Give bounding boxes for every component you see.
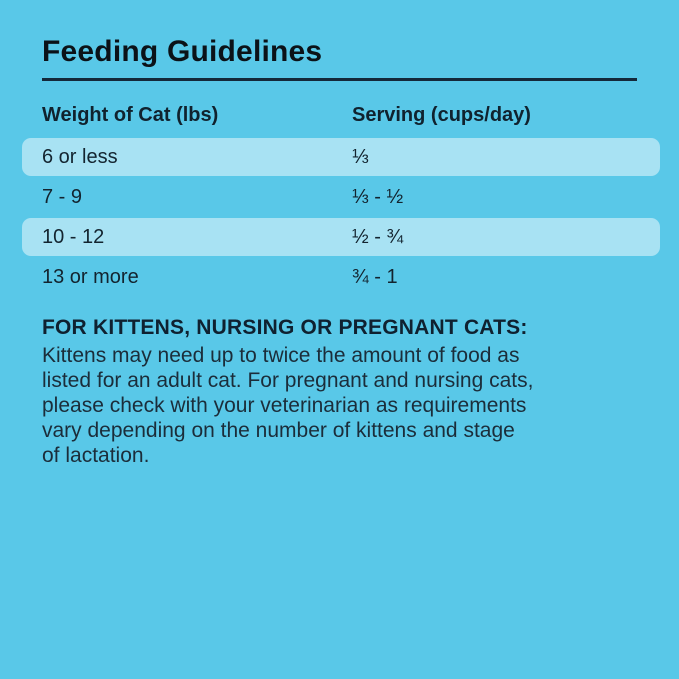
- column-header-weight: Weight of Cat (lbs): [42, 104, 219, 126]
- table-row: 7 - 9 ⅓ - ½: [22, 178, 660, 216]
- weight-cell: 7 - 9: [42, 185, 83, 208]
- table-row: 13 or more ¾ - 1: [22, 258, 660, 296]
- kittens-note: FOR KITTENS, NURSING OR PREGNANT CATS: K…: [42, 316, 637, 468]
- serving-cell: ⅓: [352, 145, 369, 168]
- weight-cell: 6 or less: [42, 145, 118, 168]
- table-row: 6 or less ⅓: [22, 138, 660, 176]
- weight-cell: 13 or more: [42, 265, 139, 288]
- serving-cell: ¾ - 1: [352, 265, 398, 288]
- serving-cell: ⅓ - ½: [352, 185, 404, 208]
- table-header-row: Weight of Cat (lbs) Serving (cups/day): [42, 104, 637, 127]
- kittens-note-heading: FOR KITTENS, NURSING OR PREGNANT CATS:: [42, 316, 528, 339]
- column-header-serving: Serving (cups/day): [352, 104, 531, 126]
- serving-cell: ½ - ¾: [352, 225, 404, 248]
- page-title: Feeding Guidelines: [42, 35, 323, 68]
- weight-cell: 10 - 12: [42, 225, 105, 248]
- feeding-table: 6 or less ⅓ 7 - 9 ⅓ - ½ 10 - 12 ½ - ¾ 13…: [22, 138, 660, 296]
- title-divider: [42, 78, 637, 81]
- kittens-note-body: Kittens may need up to twice the amount …: [42, 344, 534, 467]
- table-row: 10 - 12 ½ - ¾: [22, 218, 660, 256]
